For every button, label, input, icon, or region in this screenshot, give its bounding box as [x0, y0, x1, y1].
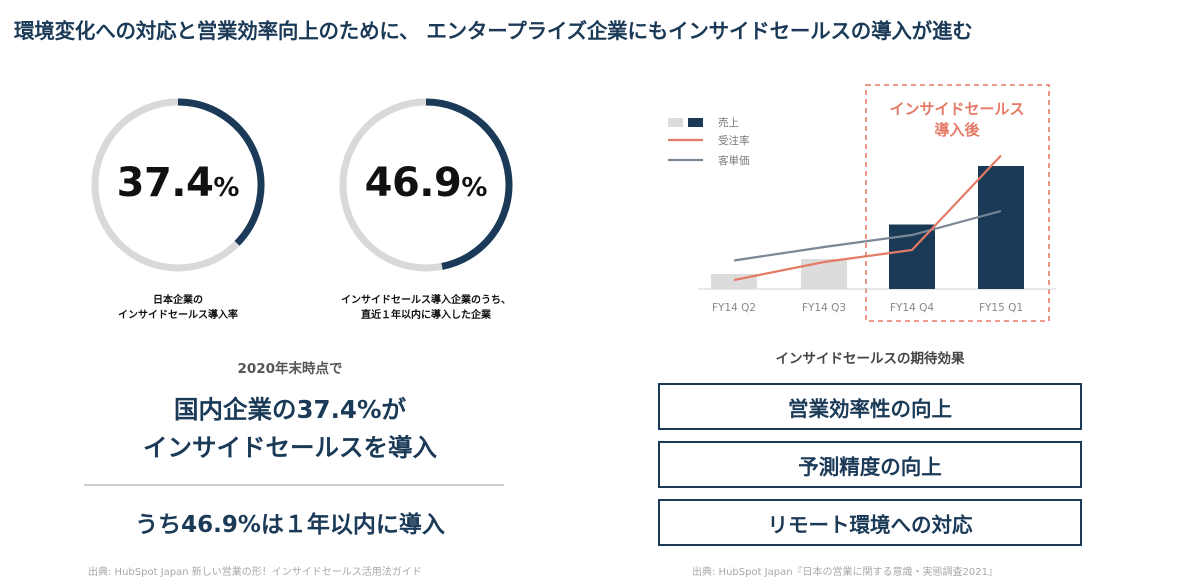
x-tick-label: FY15 Q1: [979, 302, 1023, 314]
ring-value-1: 37.4%: [88, 160, 268, 206]
source-left: 出典: HubSpot Japan 新しい営業の形！インサイドセールス活用法ガイ…: [88, 567, 422, 578]
ring-caption-line: インサイドセールス導入率: [118, 310, 238, 321]
ring-value-2: 46.9%: [336, 160, 516, 206]
source-right: 出典: HubSpot Japan『日本の営業に関する意識・実態調査2021』: [692, 567, 999, 578]
ring-caption-2: インサイドセールス導入企業のうち、 直近１年以内に導入した企業: [316, 293, 536, 323]
ring-value-number: 46.9: [364, 160, 462, 206]
sales-chart: インサイドセールス 導入後 売上 受注率 客単価 FY14 Q2 FY14 Q3 F…: [668, 84, 1056, 322]
x-tick-label: FY14 Q4: [890, 302, 934, 314]
effect-box: 営業効率性の向上: [658, 383, 1082, 430]
effect-label: 営業効率性の向上: [788, 396, 952, 421]
highlight-label: インサイドセールス: [889, 100, 1024, 118]
series-line-unit-price: [733, 209, 1002, 262]
highlight-box: [865, 84, 1050, 322]
divider: [84, 484, 504, 486]
ring-value-unit: %: [213, 173, 240, 203]
as-of-label: 2020年末時点で: [237, 361, 343, 377]
x-tick-label: FY14 Q2: [712, 302, 756, 314]
ring-chart-1: [91, 98, 265, 272]
page-title: 環境変化への対応と営業効率向上のために、 エンタープライズ企業にもインサイドセー…: [14, 19, 973, 43]
legend-label-sales: 売上: [718, 116, 739, 129]
legend-swatch-gray: [668, 118, 683, 127]
legend-label-unit-price: 客単価: [718, 154, 750, 167]
x-tick-label: FY14 Q3: [802, 302, 846, 314]
series-line-win-rate: [733, 154, 1002, 282]
ring-chart-2: [339, 98, 513, 272]
ring-value-unit: %: [461, 173, 488, 203]
main-headline: 国内企業の37.4%が インサイドセールスを導入: [40, 391, 540, 467]
legend-swatch-navy: [688, 118, 703, 127]
ring-caption-line: 日本企業の: [153, 295, 203, 306]
ring-caption-line: 直近１年以内に導入した企業: [361, 310, 491, 321]
ring-caption-line: インサイドセールス導入企業のうち、: [341, 295, 511, 306]
effect-box: リモート環境への対応: [658, 499, 1082, 546]
ring-caption-1: 日本企業の インサイドセールス導入率: [78, 293, 278, 323]
ring-progress: [177, 98, 265, 246]
effect-label: リモート環境への対応: [767, 512, 973, 537]
sub-headline: うち46.9%は１年以内に導入: [135, 512, 445, 538]
headline-line: 国内企業の37.4%が: [174, 395, 406, 424]
ring-value-number: 37.4: [116, 160, 214, 206]
headline-line: インサイドセールスを導入: [143, 433, 437, 462]
effect-box: 予測精度の向上: [658, 441, 1082, 488]
effects-title: インサイドセールスの期待効果: [775, 351, 965, 367]
effect-label: 予測精度の向上: [798, 454, 942, 479]
ring-progress: [425, 98, 513, 270]
legend-label-win-rate: 受注率: [718, 134, 750, 147]
highlight-label: 導入後: [934, 121, 980, 139]
bar-sales: [978, 166, 1024, 289]
bar-sales: [801, 259, 847, 289]
